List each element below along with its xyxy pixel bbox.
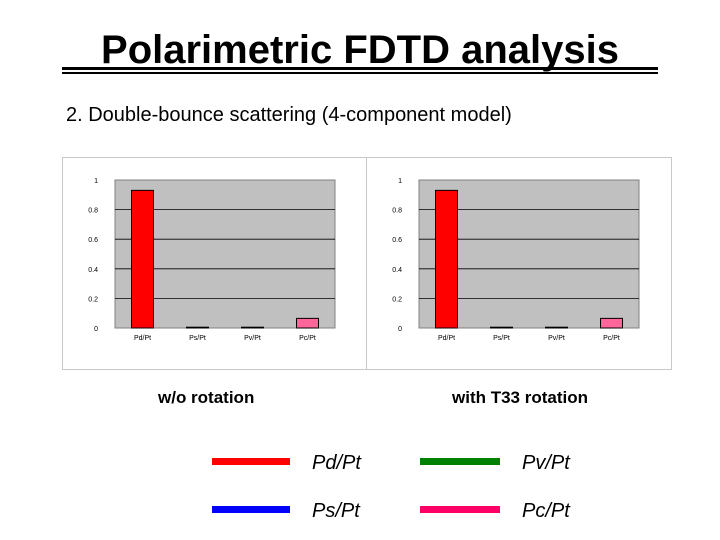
bar-pv-pt (241, 326, 264, 329)
y-tick-label: 0 (398, 326, 402, 333)
y-tick-label: 0.4 (392, 267, 402, 274)
page-subtitle: 2. Double-bounce scattering (4-component… (66, 104, 512, 126)
title-underline (62, 67, 658, 70)
bar-pd-pt (435, 189, 458, 329)
legend-label-pd: Pd/Pt (312, 452, 361, 474)
y-tick-label: 0.2 (88, 296, 98, 303)
bar-pd-pt (131, 189, 154, 329)
bar-pc-pt (600, 317, 623, 329)
x-tick-label: Pv/Pt (244, 335, 261, 342)
legend-label-pc: Pc/Pt (522, 500, 570, 522)
caption-right: with T33 rotation (452, 388, 588, 407)
title-underline-thin (62, 72, 658, 74)
legend-label-pv: Pv/Pt (522, 452, 570, 474)
chart-panel-right: 0 0.2 0.4 0.6 0.8 1 Pd/Pt Ps/Pt Pv/Pt Pc/Pt (366, 157, 672, 370)
x-tick-label: Pv/Pt (548, 335, 565, 342)
chart-panel-left: 0 0.2 0.4 0.6 0.8 1 Pd/Pt Ps/Pt Pv/Pt Pc/Pt (62, 157, 368, 370)
y-tick-label: 0.4 (88, 267, 98, 274)
y-tick-label: 1 (398, 178, 402, 185)
bar-chart-right: 0 0.2 0.4 0.6 0.8 1 Pd/Pt Ps/Pt Pv/Pt Pc/Pt (392, 178, 640, 342)
x-tick-label: Pd/Pt (438, 335, 455, 342)
y-tick-label: 0 (94, 326, 98, 333)
bar-pc-pt (296, 317, 319, 329)
y-tick-label: 0.6 (392, 237, 402, 244)
bar-ps-pt (490, 326, 513, 329)
legend-line-pd (212, 458, 290, 465)
y-tick-label: 1 (94, 178, 98, 185)
y-tick-label: 0.6 (88, 237, 98, 244)
legend-line-pv (420, 458, 500, 465)
y-tick-label: 0.8 (392, 208, 402, 215)
legend-line-pc (420, 506, 500, 513)
x-tick-label: Pd/Pt (134, 335, 151, 342)
legend-line-ps (212, 506, 290, 513)
bar-pv-pt (545, 326, 568, 329)
page-title: Polarimetric FDTD analysis (101, 28, 619, 72)
bar-chart-left: 0 0.2 0.4 0.6 0.8 1 Pd/Pt Ps/Pt Pv/Pt Pc/Pt (88, 178, 336, 342)
y-tick-label: 0.2 (392, 296, 402, 303)
x-tick-label: Ps/Pt (493, 335, 510, 342)
bar-ps-pt (186, 326, 209, 329)
x-tick-label: Pc/Pt (299, 335, 316, 342)
y-tick-label: 0.8 (88, 208, 98, 215)
legend-label-ps: Ps/Pt (312, 500, 360, 522)
caption-left: w/o rotation (158, 388, 255, 407)
x-tick-label: Pc/Pt (603, 335, 620, 342)
x-tick-label: Ps/Pt (189, 335, 206, 342)
